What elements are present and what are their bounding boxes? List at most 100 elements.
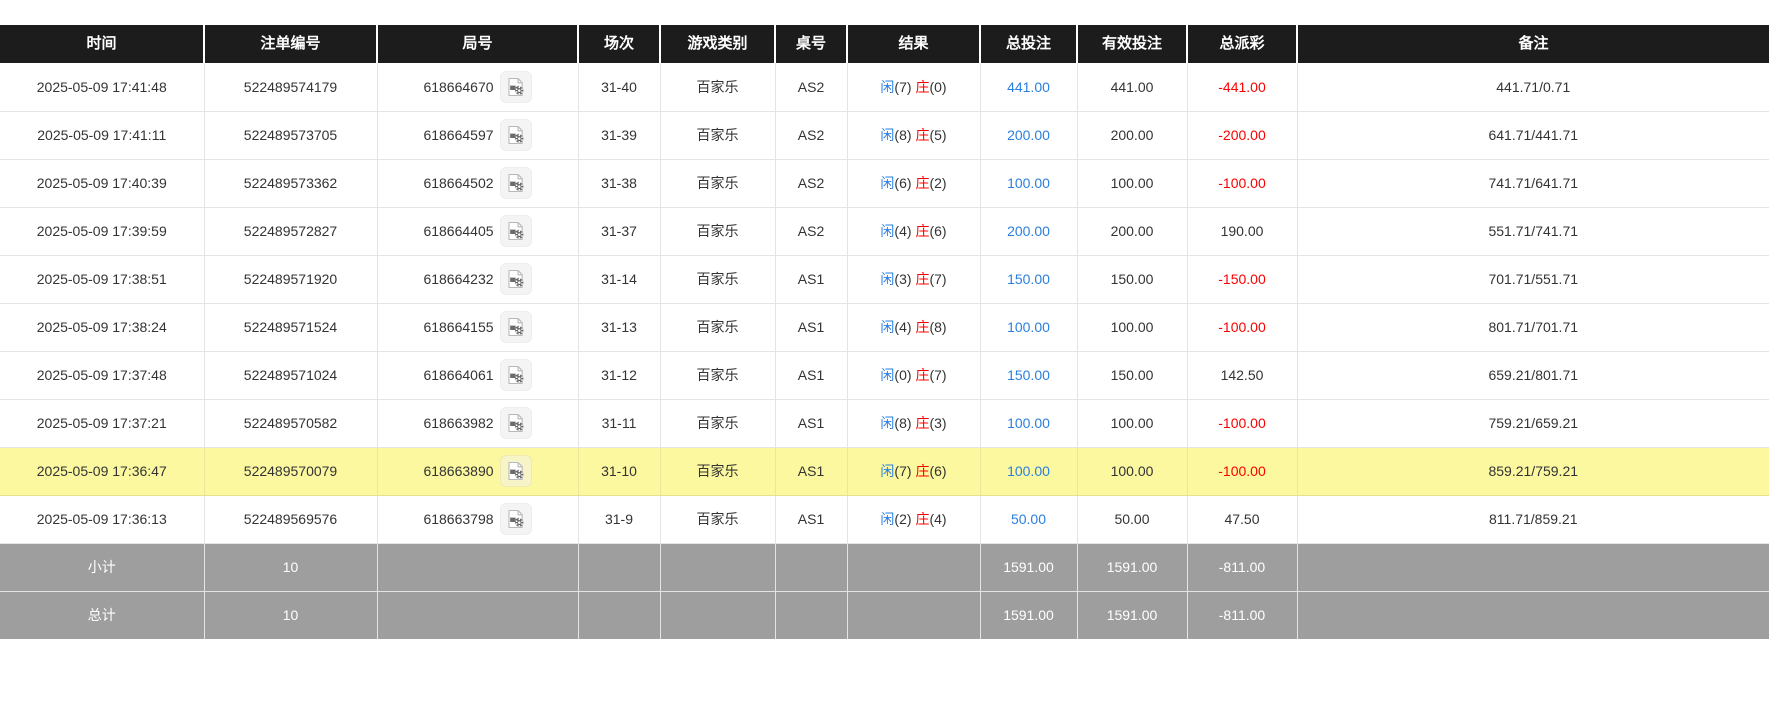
summary-count: 10 bbox=[204, 591, 378, 639]
video-replay-icon[interactable] bbox=[499, 311, 532, 343]
round-no-text: 618663798 bbox=[423, 511, 494, 527]
cell-remark: 441.71/0.71 bbox=[1297, 63, 1769, 112]
result-player-label: 闲 bbox=[880, 415, 895, 431]
video-replay-icon[interactable] bbox=[499, 263, 532, 295]
table-row[interactable]: 2025-05-09 17:36:13 522489569576 618663798… bbox=[0, 495, 1769, 544]
table-row[interactable]: 2025-05-09 17:40:39 522489573362 618664502… bbox=[0, 159, 1769, 208]
cell-valid-bet: 200.00 bbox=[1077, 111, 1188, 160]
cell-session: 31-10 bbox=[578, 447, 661, 496]
cell-total-payout: -200.00 bbox=[1187, 111, 1298, 160]
result-banker-label: 庄 bbox=[915, 127, 930, 143]
result-player-value: (4) bbox=[894, 223, 912, 239]
video-replay-icon[interactable] bbox=[499, 503, 532, 535]
cell-total-payout: -100.00 bbox=[1187, 159, 1298, 208]
cell-session: 31-9 bbox=[578, 495, 661, 544]
table-row[interactable]: 2025-05-09 17:41:48 522489574179 618664670… bbox=[0, 63, 1769, 112]
column-header-result[interactable]: 结果 bbox=[847, 25, 981, 63]
column-header-total_bet[interactable]: 总投注 bbox=[980, 25, 1078, 63]
cell-table-no: AS2 bbox=[775, 159, 848, 208]
cell-session: 31-14 bbox=[578, 255, 661, 304]
cell-time: 2025-05-09 17:37:48 bbox=[0, 351, 205, 400]
summary-remark bbox=[1297, 543, 1769, 592]
cell-total-bet: 441.00 bbox=[980, 63, 1078, 112]
bet-records-panel: 时间 注单编号 局号 场次 游戏类别 桌号 结果 总投注 有效投注 总派彩 备注 2025-05-0… bbox=[0, 25, 1769, 639]
cell-time: 2025-05-09 17:36:47 bbox=[0, 447, 205, 496]
summary-game-type bbox=[660, 543, 776, 592]
result-player-value: (7) bbox=[894, 78, 912, 95]
table-row[interactable]: 2025-05-09 17:36:47 522489570079 618663890… bbox=[0, 447, 1769, 496]
round-no-text: 618664670 bbox=[423, 78, 494, 95]
video-replay-icon[interactable] bbox=[499, 407, 532, 439]
video-replay-icon[interactable] bbox=[499, 359, 532, 391]
result-player-value: (7) bbox=[894, 463, 912, 479]
column-header-time[interactable]: 时间 bbox=[0, 25, 205, 63]
cell-remark: 641.71/441.71 bbox=[1297, 111, 1769, 160]
cell-result: 闲(8) 庄(3) bbox=[847, 399, 981, 448]
cell-total-bet: 50.00 bbox=[980, 495, 1078, 544]
summary-count: 10 bbox=[204, 543, 378, 592]
cell-result: 闲(7) 庄(0) bbox=[847, 63, 981, 112]
cell-time: 2025-05-09 17:36:13 bbox=[0, 495, 205, 544]
cell-game-type: 百家乐 bbox=[660, 207, 776, 256]
column-header-bet_id[interactable]: 注单编号 bbox=[204, 25, 378, 63]
column-header-table_no[interactable]: 桌号 bbox=[775, 25, 848, 63]
cell-total-bet: 200.00 bbox=[980, 111, 1078, 160]
column-header-valid_bet[interactable]: 有效投注 bbox=[1077, 25, 1188, 63]
column-header-session[interactable]: 场次 bbox=[578, 25, 661, 63]
cell-session: 31-37 bbox=[578, 207, 661, 256]
cell-table-no: AS1 bbox=[775, 495, 848, 544]
round-no-text: 618663890 bbox=[423, 463, 494, 479]
cell-bet-id: 522489571524 bbox=[204, 303, 378, 352]
cell-total-payout: -100.00 bbox=[1187, 447, 1298, 496]
cell-total-payout: 142.50 bbox=[1187, 351, 1298, 400]
summary-label: 总计 bbox=[0, 591, 205, 639]
cell-valid-bet: 150.00 bbox=[1077, 255, 1188, 304]
cell-time: 2025-05-09 17:41:48 bbox=[0, 63, 205, 112]
cell-session: 31-38 bbox=[578, 159, 661, 208]
result-banker-value: (6) bbox=[929, 223, 947, 239]
table-row[interactable]: 2025-05-09 17:37:48 522489571024 618664061… bbox=[0, 351, 1769, 400]
summary-valid-bet: 1591.00 bbox=[1077, 543, 1188, 592]
video-replay-icon[interactable] bbox=[499, 167, 532, 199]
cell-remark: 801.71/701.71 bbox=[1297, 303, 1769, 352]
cell-bet-id: 522489573362 bbox=[204, 159, 378, 208]
summary-total-bet: 1591.00 bbox=[980, 591, 1078, 639]
table-row[interactable]: 2025-05-09 17:38:24 522489571524 618664155… bbox=[0, 303, 1769, 352]
column-header-total_payout[interactable]: 总派彩 bbox=[1187, 25, 1298, 63]
video-replay-icon[interactable] bbox=[499, 215, 532, 247]
table-row[interactable]: 2025-05-09 17:39:59 522489572827 618664405… bbox=[0, 207, 1769, 256]
summary-row: 总计 10 1591.00 1591.00 -811.00 bbox=[0, 591, 1769, 639]
column-header-game_type[interactable]: 游戏类别 bbox=[660, 25, 776, 63]
video-replay-icon[interactable] bbox=[499, 119, 532, 151]
result-banker-value: (2) bbox=[929, 175, 947, 191]
cell-session: 31-13 bbox=[578, 303, 661, 352]
result-banker-value: (3) bbox=[929, 415, 947, 431]
cell-round-no: 618663982 bbox=[377, 399, 579, 448]
cell-total-payout: -150.00 bbox=[1187, 255, 1298, 304]
video-replay-icon[interactable] bbox=[499, 70, 532, 103]
cell-remark: 759.21/659.21 bbox=[1297, 399, 1769, 448]
cell-round-no: 618664061 bbox=[377, 351, 579, 400]
cell-valid-bet: 441.00 bbox=[1077, 63, 1188, 112]
cell-round-no: 618664232 bbox=[377, 255, 579, 304]
cell-bet-id: 522489570079 bbox=[204, 447, 378, 496]
column-header-remark[interactable]: 备注 bbox=[1297, 25, 1769, 63]
summary-round-no bbox=[377, 591, 579, 639]
video-replay-icon[interactable] bbox=[499, 455, 532, 487]
result-banker-label: 庄 bbox=[915, 223, 930, 239]
cell-result: 闲(3) 庄(7) bbox=[847, 255, 981, 304]
result-player-value: (4) bbox=[894, 319, 912, 335]
cell-valid-bet: 150.00 bbox=[1077, 351, 1188, 400]
cell-valid-bet: 100.00 bbox=[1077, 399, 1188, 448]
cell-round-no: 618664670 bbox=[377, 63, 579, 112]
cell-bet-id: 522489571920 bbox=[204, 255, 378, 304]
table-row[interactable]: 2025-05-09 17:38:51 522489571920 618664232… bbox=[0, 255, 1769, 304]
result-player-value: (8) bbox=[894, 127, 912, 143]
table-row[interactable]: 2025-05-09 17:37:21 522489570582 618663982… bbox=[0, 399, 1769, 448]
table-row[interactable]: 2025-05-09 17:41:11 522489573705 618664597… bbox=[0, 111, 1769, 160]
column-header-round_no[interactable]: 局号 bbox=[377, 25, 579, 63]
cell-session: 31-39 bbox=[578, 111, 661, 160]
cell-game-type: 百家乐 bbox=[660, 399, 776, 448]
round-no-text: 618664061 bbox=[423, 367, 494, 383]
round-no-text: 618664155 bbox=[423, 319, 494, 335]
